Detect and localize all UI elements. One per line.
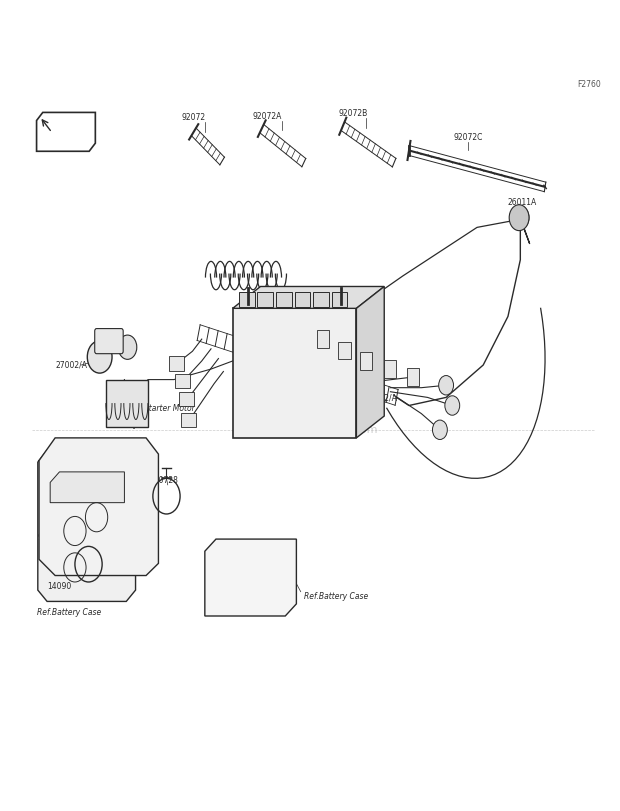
FancyBboxPatch shape [95,328,123,354]
Circle shape [445,396,459,415]
FancyBboxPatch shape [317,330,329,348]
FancyBboxPatch shape [384,360,396,378]
Polygon shape [37,113,95,152]
Text: Ref.Battery Case: Ref.Battery Case [37,608,101,617]
Polygon shape [205,539,296,616]
Text: 920728: 920728 [149,476,178,485]
Text: 26012/A: 26012/A [366,393,397,402]
Text: 92072B: 92072B [339,109,368,118]
Bar [257,292,273,307]
Text: eReplacementParts.com: eReplacementParts.com [242,425,378,435]
FancyBboxPatch shape [179,392,194,406]
Polygon shape [50,472,125,503]
Polygon shape [356,286,384,438]
Polygon shape [38,450,136,602]
Bar [294,292,310,307]
Text: 26011: 26011 [122,411,146,420]
Circle shape [439,375,453,395]
Text: 14090: 14090 [47,582,71,591]
FancyBboxPatch shape [181,413,196,427]
Text: 92072: 92072 [182,114,206,122]
Bar [106,380,148,427]
Bar [332,292,347,307]
Circle shape [433,420,448,440]
FancyBboxPatch shape [169,356,184,371]
Text: 27002/A: 27002/A [55,361,87,370]
Text: Ref.Starter Motor: Ref.Starter Motor [130,404,195,413]
Text: FRONT: FRONT [47,127,82,136]
Text: 92072C: 92072C [453,133,482,143]
FancyBboxPatch shape [407,368,419,386]
Bar [276,292,292,307]
FancyBboxPatch shape [175,374,190,388]
Polygon shape [39,438,159,576]
FancyBboxPatch shape [360,352,373,370]
Circle shape [509,204,529,230]
FancyBboxPatch shape [339,341,351,359]
Text: 92072A: 92072A [252,112,281,121]
Text: 26001/26003/A/B: 26001/26003/A/B [242,317,303,323]
Circle shape [512,206,529,229]
Text: 26011A: 26011A [508,198,537,207]
Bar [239,292,255,307]
Circle shape [87,341,112,373]
Text: F2760: F2760 [577,80,601,89]
Text: Ref.Battery Case: Ref.Battery Case [304,592,368,601]
Bar [232,308,356,438]
Bar [313,292,329,307]
Circle shape [118,335,137,359]
Text: 920728: 920728 [38,533,67,542]
Polygon shape [232,286,384,308]
